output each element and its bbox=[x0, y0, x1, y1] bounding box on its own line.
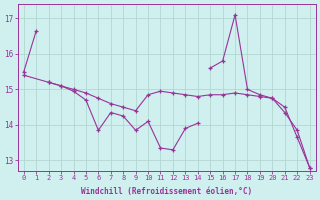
X-axis label: Windchill (Refroidissement éolien,°C): Windchill (Refroidissement éolien,°C) bbox=[81, 187, 252, 196]
